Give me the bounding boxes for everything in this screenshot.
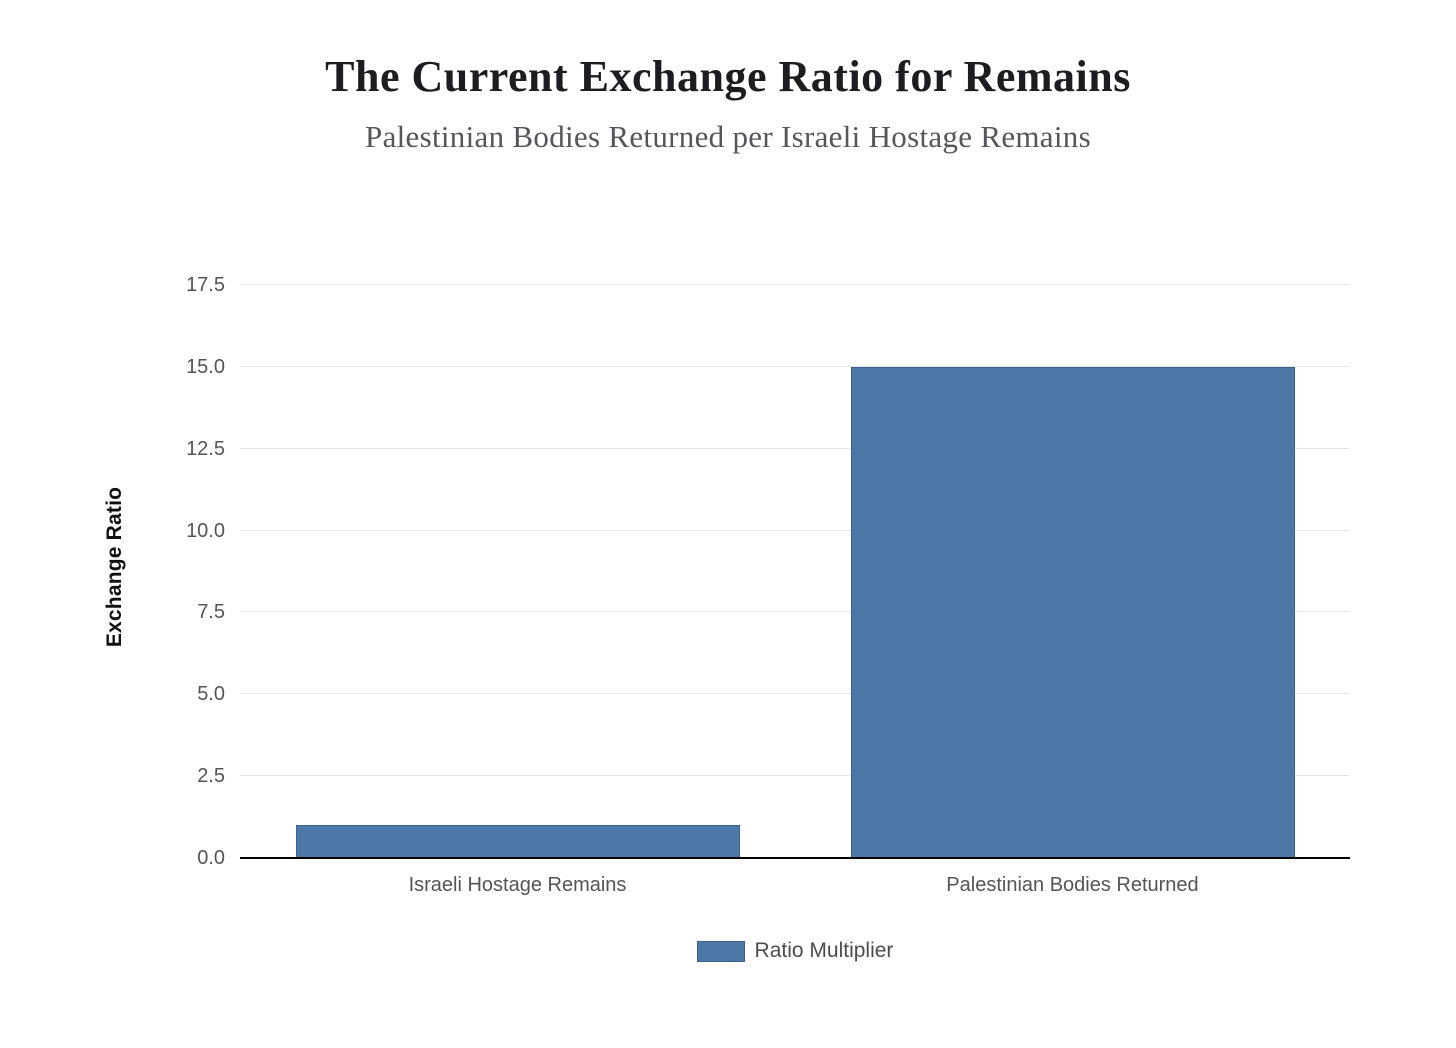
y-tick-label: 5.0 xyxy=(197,683,225,706)
chart-subtitle: Palestinian Bodies Returned per Israeli … xyxy=(365,119,1091,154)
plot-area: 0.0 2.5 5.0 7.5 10.0 12.5 15.0 17.5 xyxy=(186,258,1350,869)
x-axis-category-labels: Israeli Hostage Remains Palestinian Bodie… xyxy=(240,874,1350,897)
x-axis-line xyxy=(240,857,1350,859)
x-category-label: Israeli Hostage Remains xyxy=(408,874,627,896)
gridline xyxy=(240,611,1350,613)
chart-title: The Current Exchange Ratio for Remains xyxy=(325,52,1131,101)
gridline xyxy=(240,693,1350,695)
gridline xyxy=(240,529,1350,531)
gridline xyxy=(240,284,1350,286)
legend: Ratio Multiplier xyxy=(240,939,1350,963)
y-axis-label: Exchange Ratio xyxy=(103,486,126,648)
y-tick-label: 15.0 xyxy=(186,355,225,378)
y-tick-label: 17.5 xyxy=(186,274,225,297)
gridline xyxy=(240,447,1350,449)
y-tick-label: 2.5 xyxy=(197,765,225,788)
bar xyxy=(850,367,1295,858)
x-category-label: Palestinian Bodies Returned xyxy=(946,874,1199,896)
legend-swatch xyxy=(696,940,745,962)
y-tick-label: 10.0 xyxy=(186,519,225,542)
bar xyxy=(295,825,740,858)
y-tick-label: 12.5 xyxy=(186,437,225,460)
legend-label: Ratio Multiplier xyxy=(754,939,894,962)
y-tick-label: 0.0 xyxy=(197,847,225,869)
y-tick-label: 7.5 xyxy=(197,601,225,624)
gridline xyxy=(240,365,1350,367)
gridline xyxy=(240,775,1350,777)
